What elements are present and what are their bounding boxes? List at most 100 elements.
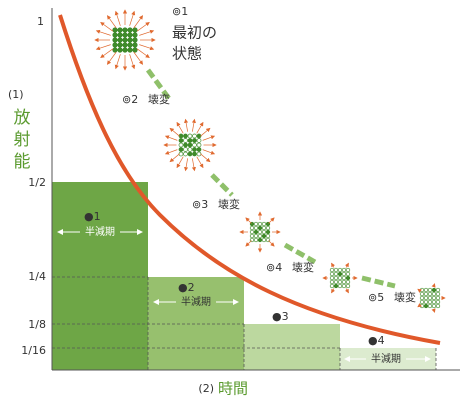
transition-arrows <box>145 68 396 289</box>
nucleus <box>253 233 259 239</box>
radiation-arrow <box>133 51 144 65</box>
radiation-arrow <box>106 15 117 29</box>
nucleus <box>192 138 197 143</box>
half-life-number: ●1 <box>84 210 101 223</box>
state-number: ⊚3 <box>192 198 208 211</box>
radiation-arrow <box>200 153 211 163</box>
y-tick-label: 1/2 <box>28 176 46 189</box>
nucleus <box>329 283 335 289</box>
nucleus <box>112 47 118 53</box>
radiation-arrow <box>139 44 155 51</box>
block <box>52 182 148 370</box>
nucleus <box>257 237 263 243</box>
nucleus <box>112 37 118 43</box>
nucleus <box>132 32 138 38</box>
radiation-arrow <box>184 158 189 172</box>
y-axis-label: 放 <box>14 108 31 128</box>
nucleus <box>249 233 255 239</box>
nucleus <box>333 271 339 277</box>
nucleus <box>117 27 123 33</box>
nucleus <box>419 299 425 305</box>
nucleus <box>337 283 343 289</box>
nucleus <box>132 42 138 48</box>
nucleus <box>337 275 343 281</box>
y-tick-label: 1/16 <box>21 344 46 357</box>
nucleus <box>192 133 197 139</box>
nucleus <box>265 225 271 231</box>
block <box>340 348 436 370</box>
nucleus <box>333 279 339 285</box>
nucleus <box>341 283 347 289</box>
state-number: ⊚4 <box>266 261 282 274</box>
nucleus <box>122 37 128 43</box>
nucleus <box>261 225 267 231</box>
nucleus <box>423 299 429 305</box>
nucleus <box>265 229 271 235</box>
nucleus <box>435 303 441 309</box>
half-life-number: ●4 <box>368 334 385 347</box>
nucleus <box>127 47 133 53</box>
nucleus <box>341 275 347 281</box>
nucleus <box>112 42 118 48</box>
nucleus <box>257 221 263 227</box>
y-tick-label: 1 <box>37 15 44 28</box>
y-axis-label: 能 <box>14 152 31 172</box>
nucleus <box>196 142 202 148</box>
nucleus <box>132 27 138 33</box>
nucleus <box>329 279 335 285</box>
radiation-arrow <box>139 29 155 36</box>
nucleus <box>127 27 133 33</box>
nucleus <box>345 275 351 281</box>
nucleus <box>117 47 123 53</box>
nucleus <box>337 271 343 277</box>
nucleus <box>435 295 441 301</box>
nucleus <box>341 271 347 277</box>
radiation-arrow <box>176 156 184 169</box>
half-life-label: 半減期 <box>181 295 211 308</box>
nucleus <box>257 229 263 235</box>
nucleus <box>249 225 255 231</box>
radiation-arrow <box>129 10 136 26</box>
nucleus <box>423 303 429 309</box>
half-life-label: 半減期 <box>85 225 115 238</box>
radiation-arrow <box>136 21 150 32</box>
nucleus <box>329 267 335 273</box>
nucleus <box>196 147 202 152</box>
nucleus <box>122 42 128 48</box>
radiation-arrow <box>95 44 111 51</box>
nucleus <box>192 142 197 148</box>
nucleus <box>117 42 123 48</box>
nucleus <box>127 42 133 48</box>
radiation-arrow <box>331 288 336 294</box>
radiation-arrow <box>100 21 114 32</box>
nucleus <box>196 138 202 143</box>
nucleus <box>187 151 193 157</box>
nucleus <box>435 287 441 293</box>
radiation-arrow <box>417 303 422 308</box>
nucleus <box>431 299 437 305</box>
radiation-arrow <box>100 48 114 59</box>
state-label: 壊変 <box>394 290 416 304</box>
nucleus <box>337 279 343 285</box>
nucleus <box>423 291 429 297</box>
nucleus <box>132 37 138 43</box>
block <box>148 277 244 370</box>
nucleus <box>187 142 193 148</box>
nucleus <box>253 225 259 231</box>
radiation-arrow <box>164 135 178 141</box>
radiation-arrow <box>200 127 211 137</box>
nucleus <box>333 275 339 281</box>
nucleus <box>427 287 433 293</box>
half-life-number: ●3 <box>272 310 289 323</box>
nucleus <box>178 142 184 148</box>
state-number: ⊚2 <box>122 93 138 106</box>
nucleus <box>431 295 437 301</box>
nucleus <box>345 279 351 285</box>
nucleus <box>419 287 425 293</box>
half-life-number: ●2 <box>178 281 195 294</box>
y-axis-number: (1) <box>8 88 24 101</box>
x-axis-number: (2) <box>198 382 214 395</box>
radiation-arrow <box>191 158 196 172</box>
state-label: 最初の <box>172 24 217 42</box>
radiation-arrow <box>245 240 252 247</box>
